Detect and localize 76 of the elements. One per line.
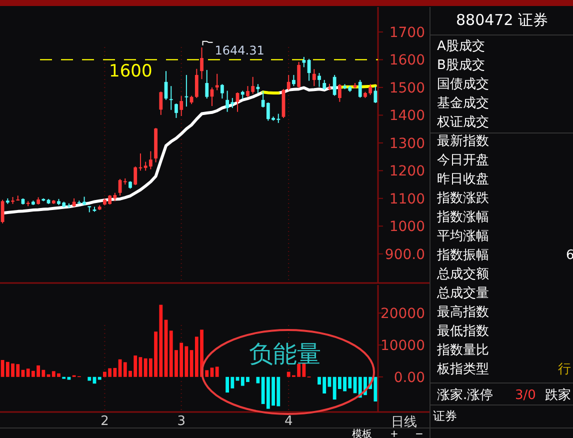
y-tick-label: 1600: [389, 52, 425, 69]
candlestick: [312, 68, 316, 87]
bar: [215, 366, 219, 377]
x-tick-label: 4: [284, 414, 293, 429]
text: 880472 证券: [456, 11, 548, 29]
text: 最低指数: [437, 324, 489, 339]
candlestick: [286, 74, 290, 91]
x-tick-label: 2: [100, 414, 109, 429]
text: 总成交量: [436, 285, 489, 301]
text: 涨家.涨停: [437, 387, 494, 403]
text: 模板: [352, 428, 372, 438]
y-tick-label: 1400: [389, 108, 425, 124]
candlestick: [174, 103, 178, 118]
bar: [256, 376, 260, 384]
y-tick-label: 1200: [389, 164, 425, 180]
annotation: 负能量: [249, 340, 321, 368]
y-tick-label: 900.0: [384, 246, 425, 263]
bar: [98, 376, 102, 380]
y-tick-label: 1300: [389, 136, 425, 152]
text: 平均涨幅: [437, 229, 489, 244]
y-tick-label: 0.00: [394, 370, 425, 386]
text: 权证成交: [436, 114, 489, 130]
text: 指数涨幅: [436, 210, 489, 225]
ref-line-label: 1600: [109, 62, 152, 82]
y-tick-label: 1000: [389, 219, 425, 236]
y-tick-label: 10000: [380, 338, 425, 354]
text: B股成交: [437, 57, 485, 73]
x-tick-label: 3: [177, 414, 186, 429]
text: 最高指数: [437, 304, 489, 320]
text: 指数振幅: [436, 248, 489, 263]
y-tick-label: 20000: [380, 306, 425, 322]
candlestick: [205, 69, 209, 100]
candlestick: [200, 46, 204, 80]
candlestick: [0, 199, 4, 224]
candlestick: [338, 84, 342, 102]
bar: [210, 368, 214, 377]
text: 跌家: [545, 387, 571, 403]
text: A股成交: [437, 38, 485, 54]
candlestick: [118, 178, 122, 196]
text: 指数量比: [436, 343, 489, 358]
text: 国债成交: [437, 76, 489, 92]
candlestick: [297, 61, 301, 88]
annotation: 1644.31: [214, 43, 264, 58]
y-tick-label: 1500: [389, 80, 425, 96]
candlestick: [220, 84, 224, 100]
text: 今日开盘: [437, 153, 489, 168]
candlestick: [374, 86, 378, 104]
text: 总成交额: [436, 266, 489, 282]
candlestick: [180, 96, 184, 117]
candlestick: [358, 79, 362, 98]
bar: [67, 376, 71, 380]
candlestick: [184, 74, 188, 108]
bar: [88, 376, 92, 381]
text: 日线: [391, 415, 417, 430]
text: 证券: [433, 409, 457, 423]
text: 最新指数: [437, 134, 489, 149]
candlestick: [292, 74, 296, 87]
candlestick: [322, 79, 326, 90]
candlestick: [169, 86, 173, 110]
text: +: [390, 429, 398, 438]
text: 3/0: [515, 388, 536, 403]
text: −: [415, 429, 424, 438]
text: 行: [558, 362, 571, 377]
y-tick-label: 1700: [389, 24, 425, 41]
text: 基金成交: [437, 95, 489, 111]
candlestick: [318, 72, 321, 88]
candlestick: [215, 73, 219, 91]
candlestick: [159, 91, 163, 116]
text: 板指类型: [436, 362, 489, 377]
candlestick: [194, 68, 198, 98]
candlestick: [302, 56, 306, 68]
candlestick: [332, 74, 336, 96]
y-tick-label: 1100: [389, 191, 425, 208]
text: 指数涨跌: [436, 191, 489, 206]
text: 昨日收盘: [437, 172, 489, 187]
candlestick: [134, 166, 138, 186]
